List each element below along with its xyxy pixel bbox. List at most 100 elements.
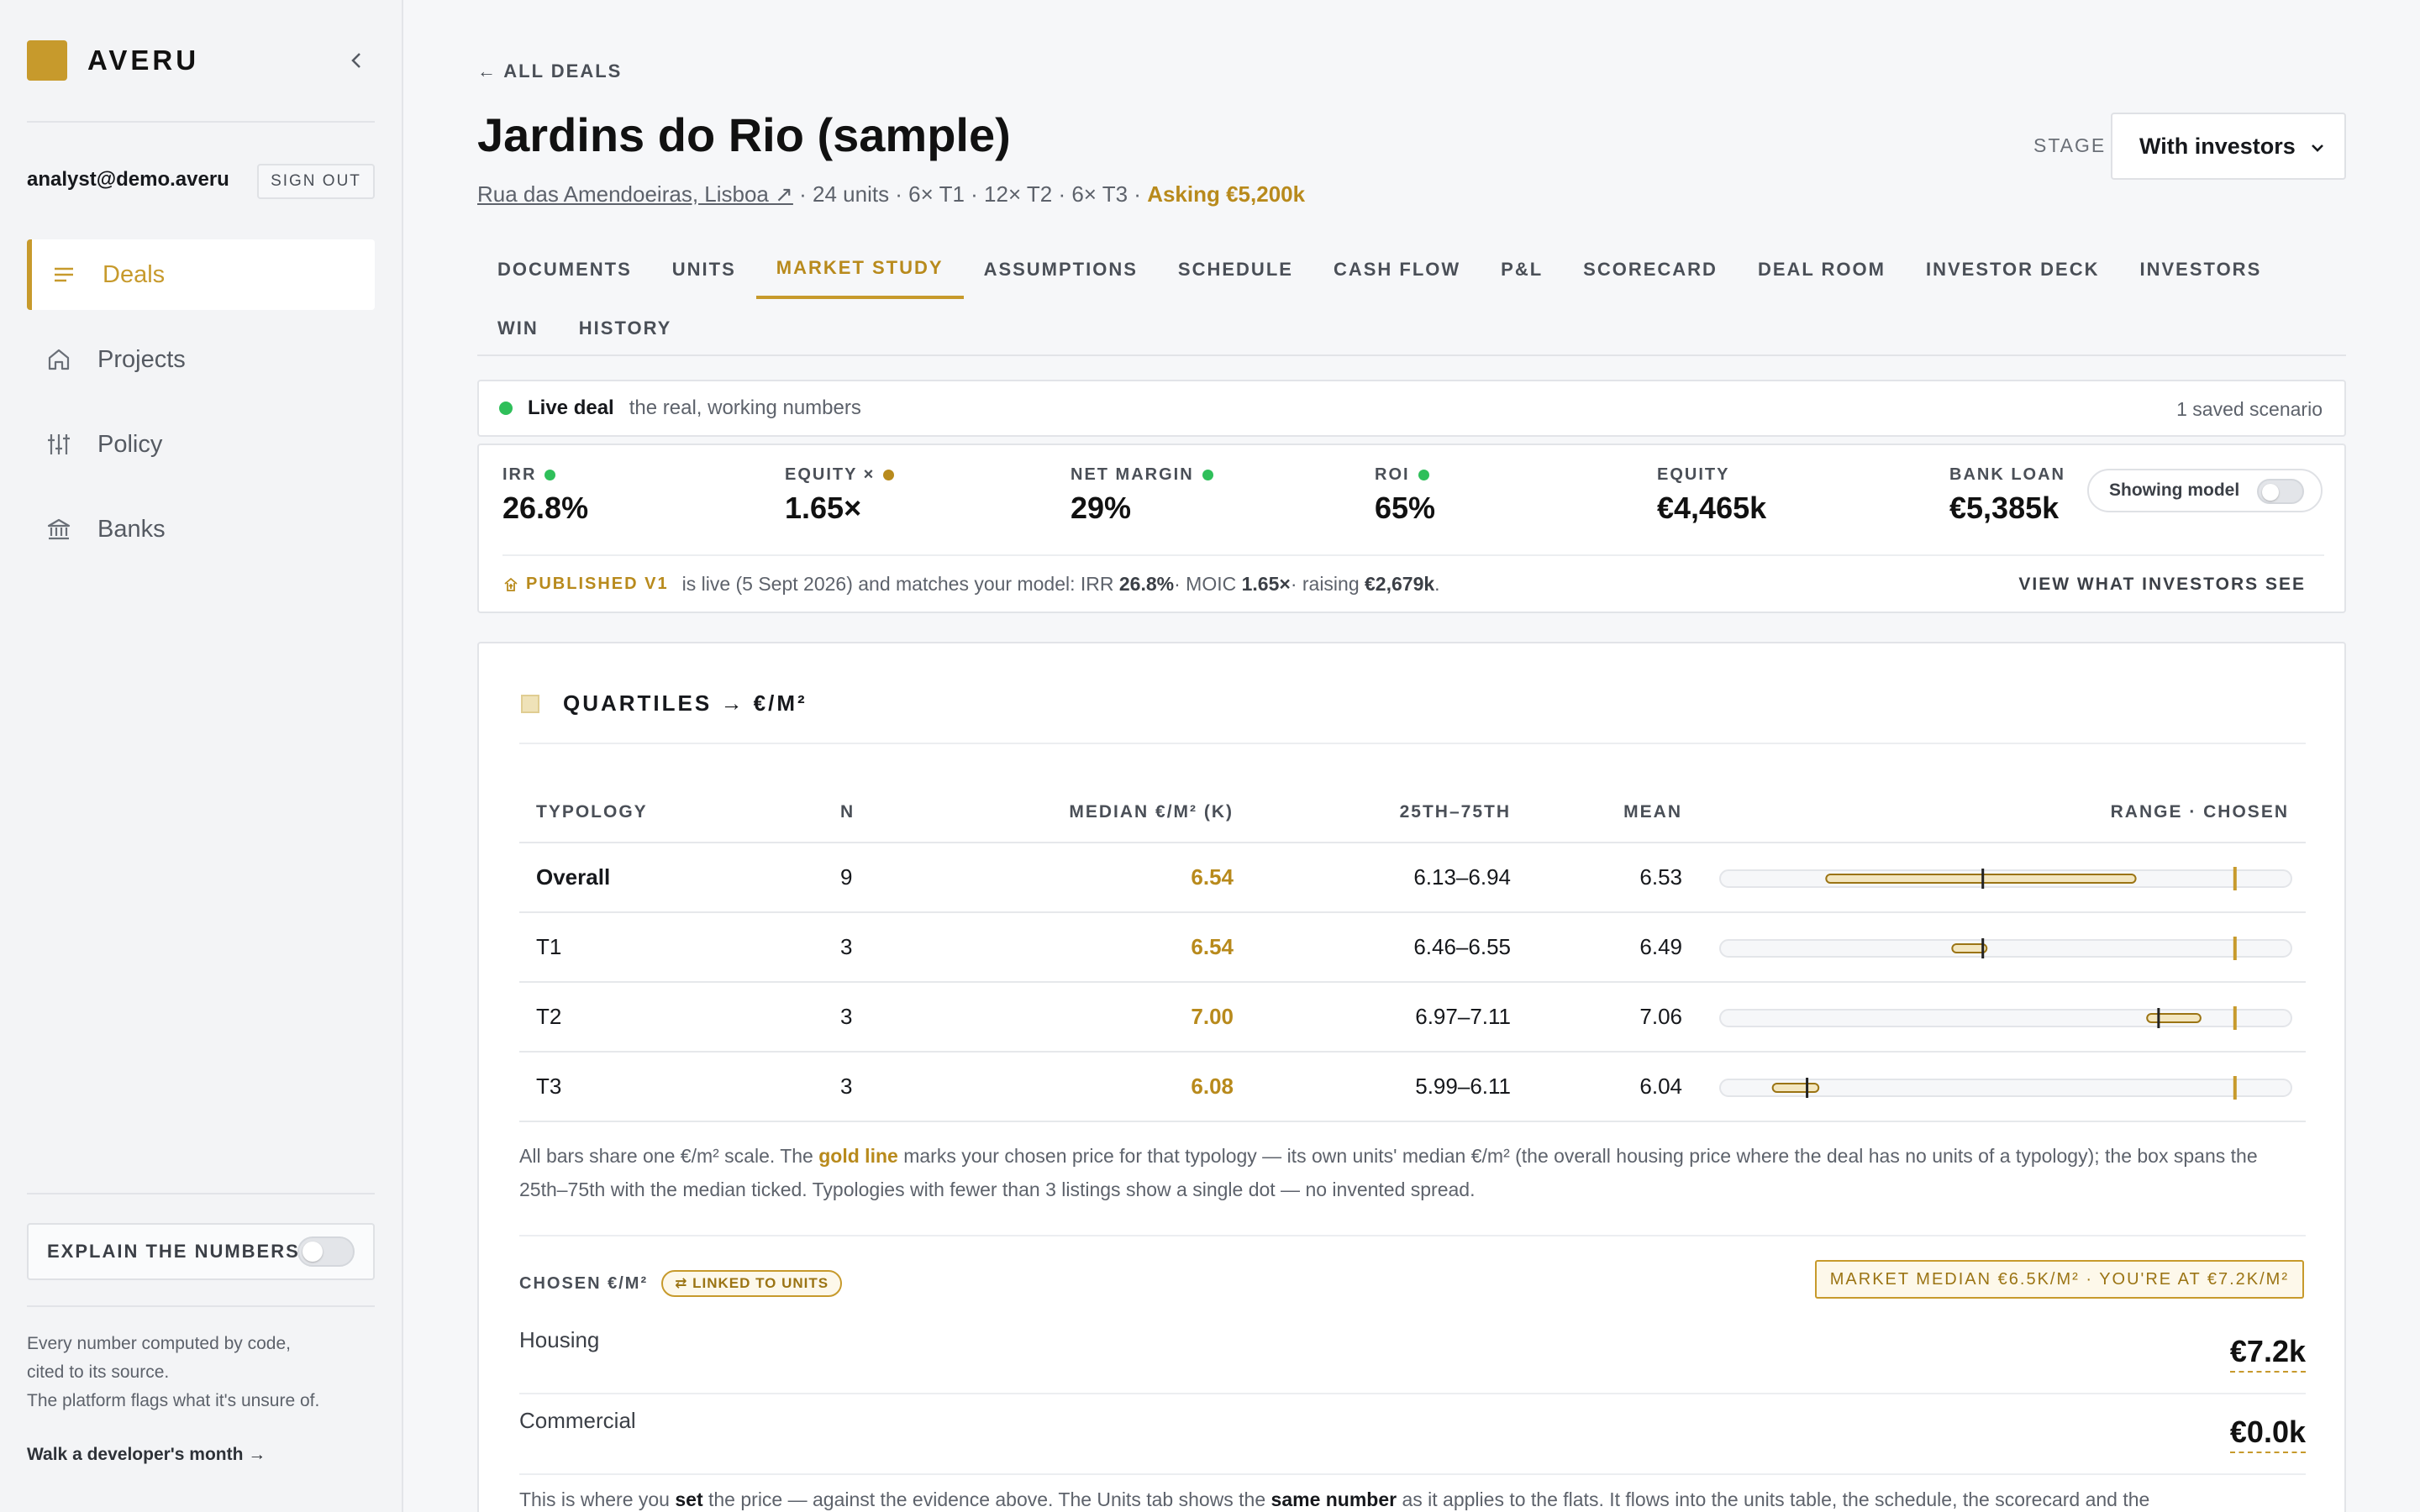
iqr-box [1771, 1083, 1820, 1093]
user-email: analyst@demo.averu [27, 168, 229, 191]
sidebar-divider [27, 1193, 375, 1194]
column-header: N [840, 802, 855, 822]
typology-cell: T3 [536, 1074, 562, 1099]
stage-select[interactable]: With investors [2111, 113, 2346, 180]
all-deals-link[interactable]: ← ALL DEALS [477, 60, 623, 81]
section-divider [519, 743, 2306, 744]
footnote-line: Every number computed by code, [27, 1334, 291, 1353]
showing-model-label: Showing model [2109, 480, 2240, 500]
tabs-divider [477, 354, 2346, 356]
row-divider [519, 1393, 2306, 1394]
commercial-price-row: Commercial €0.0k [519, 1396, 2306, 1477]
walk-developer-month-link[interactable]: Walk a developer's month → [27, 1445, 266, 1464]
iqr-cell: 6.46–6.55 [1413, 934, 1511, 959]
tab-win[interactable]: WIN [497, 318, 539, 339]
tab-cash-flow[interactable]: CASH FLOW [1333, 259, 1461, 280]
quartiles-table: TYPOLOGY N MEDIAN €/M² (K) 25TH–75TH MEA… [519, 783, 2306, 1122]
sidebar-divider [27, 121, 375, 123]
sidebar-divider [27, 1305, 375, 1307]
linked-to-units-badge[interactable]: ⇄ LINKED TO UNITS [661, 1270, 843, 1297]
brand-name: AVERU [87, 45, 200, 76]
sidebar: AVERU analyst@demo.averu SIGN OUT Deals … [0, 0, 403, 1512]
tab-schedule[interactable]: SCHEDULE [1177, 259, 1293, 280]
kpi-irr: IRR 26.8% [502, 462, 588, 526]
note-gold-line: gold line [818, 1145, 898, 1167]
published-line: PUBLISHED V1 is live (5 Sept 2026) and m… [502, 573, 1440, 596]
housing-label: Housing [519, 1327, 600, 1352]
chosen-label-text: CHOSEN €/M² [519, 1273, 649, 1293]
live-deal-label: Live deal [528, 396, 614, 419]
sidebar-item-projects[interactable]: Projects [27, 324, 375, 395]
tab-investor-deck[interactable]: INVESTOR DECK [1925, 259, 2100, 280]
sidebar-item-deals[interactable]: Deals [27, 239, 375, 310]
column-header: TYPOLOGY [536, 802, 648, 822]
published-text: · MOIC [1174, 573, 1237, 595]
tab-scorecard[interactable]: SCORECARD [1583, 259, 1718, 280]
deal-subline: Rua das Amendoeiras, Lisboa ↗ · 24 units… [477, 181, 1305, 207]
published-text: . [1434, 573, 1440, 595]
column-header: MEDIAN €/M² (K) [1069, 802, 1234, 822]
quartiles-note: All bars share one €/m² scale. The gold … [519, 1139, 2309, 1206]
kpi-label: IRR [502, 465, 537, 484]
kpi-value: 65% [1375, 491, 1436, 525]
count-cell: 3 [840, 934, 853, 959]
mean-cell: 6.49 [1639, 934, 1682, 959]
tab-market-study[interactable]: MARKET STUDY [755, 240, 964, 299]
showing-model-toggle[interactable] [2257, 479, 2304, 504]
market-study-card: QUARTILES → €/M² TYPOLOGY N MEDIAN €/M² … [477, 642, 2346, 1512]
published-moic: 1.65× [1241, 573, 1291, 595]
table-header: TYPOLOGY N MEDIAN €/M² (K) 25TH–75TH MEA… [519, 783, 2306, 843]
tab-assumptions[interactable]: ASSUMPTIONS [983, 259, 1138, 280]
quartiles-header: QUARTILES → €/M² [521, 690, 808, 717]
chevron-left-icon [351, 53, 360, 68]
tabs-row: WIN HISTORY [477, 299, 692, 358]
sidebar-item-banks[interactable]: Banks [27, 494, 375, 564]
sidebar-item-label: Policy [97, 430, 163, 458]
saved-scenarios[interactable]: 1 saved scenario [2176, 398, 2323, 420]
view-what-investors-see-link[interactable]: VIEW WHAT INVESTORS SEE [2018, 575, 2306, 594]
tab-investors[interactable]: INVESTORS [2139, 259, 2262, 280]
sidebar-item-policy[interactable]: Policy [27, 409, 375, 480]
published-badge: PUBLISHED V1 [526, 575, 669, 593]
tab-deal-room[interactable]: DEAL ROOM [1757, 259, 1886, 280]
tab-units[interactable]: UNITS [671, 259, 736, 280]
note-bold: set [675, 1488, 703, 1510]
commercial-price-input[interactable]: €0.0k [2229, 1415, 2306, 1453]
explain-numbers-toggle-row[interactable]: EXPLAIN THE NUMBERS [27, 1223, 375, 1280]
table-row: Overall 9 6.54 6.13–6.94 6.53 [519, 843, 2306, 913]
brand[interactable]: AVERU [27, 40, 199, 81]
median-cell: 6.54 [1191, 934, 1234, 959]
mean-cell: 7.06 [1639, 1004, 1682, 1029]
tab-history[interactable]: HISTORY [578, 318, 672, 339]
kpi-roi: ROI 65% [1375, 462, 1435, 526]
status-dot [1418, 469, 1429, 480]
collapse-sidebar-button[interactable] [339, 44, 373, 77]
iqr-cell: 6.13–6.94 [1413, 864, 1511, 890]
table-row: T1 3 6.54 6.46–6.55 6.49 [519, 913, 2306, 983]
tab-pl[interactable]: P&L [1501, 259, 1544, 280]
asking-price: Asking €5,200k [1147, 181, 1306, 207]
range-chart [1719, 867, 2292, 890]
kpi-card: IRR 26.8% EQUITY × 1.65× NET MARGIN 29% … [477, 444, 2346, 613]
page-title: Jardins do Rio (sample) [477, 108, 1011, 161]
explain-numbers-toggle[interactable] [297, 1236, 355, 1267]
live-deal-bar[interactable]: Live deal the real, working numbers 1 sa… [477, 380, 2346, 437]
note-bold: same number [1270, 1488, 1397, 1510]
count-cell: 9 [840, 864, 853, 890]
kpi-equity: EQUITY €4,465k [1657, 462, 1766, 526]
bank-icon [45, 516, 72, 543]
lines-icon [50, 261, 77, 288]
address-link[interactable]: Rua das Amendoeiras, Lisboa ↗ [477, 181, 793, 207]
kpi-label: ROI [1375, 465, 1410, 484]
section-marker-icon [521, 694, 539, 713]
sign-out-button[interactable]: SIGN OUT [257, 164, 375, 199]
typology-cell: T2 [536, 1004, 562, 1029]
tab-documents[interactable]: DOCUMENTS [497, 259, 632, 280]
housing-price-input[interactable]: €7.2k [2229, 1334, 2306, 1373]
stage-value: With investors [2139, 133, 2296, 159]
status-dot [1202, 469, 1213, 480]
column-header: RANGE · CHOSEN [2110, 802, 2289, 822]
showing-model-toggle-row[interactable]: Showing model [2087, 469, 2323, 512]
kpi-bank-loan: BANK LOAN €5,385k [1949, 462, 2065, 526]
published-text: is live (5 Sept 2026) and matches your m… [681, 573, 1114, 595]
